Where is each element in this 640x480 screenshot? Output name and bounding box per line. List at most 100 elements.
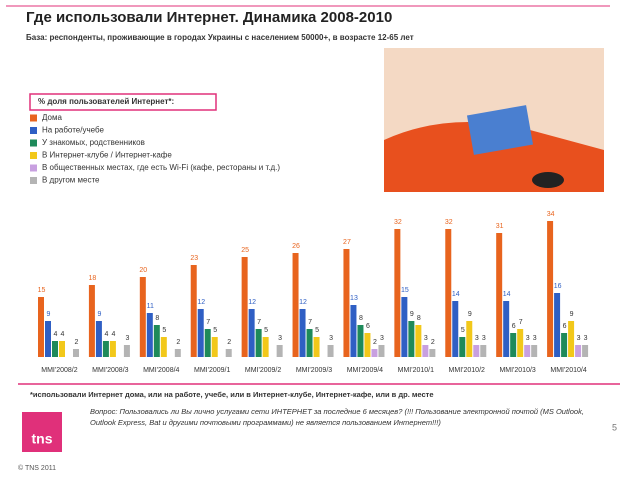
bar bbox=[95, 321, 102, 357]
bar bbox=[160, 337, 167, 357]
value-label: 4 bbox=[54, 331, 58, 338]
bar bbox=[445, 229, 452, 357]
value-label: 12 bbox=[248, 299, 256, 306]
bar bbox=[197, 309, 204, 357]
bar bbox=[364, 333, 371, 357]
bar bbox=[357, 325, 364, 357]
value-label: 3 bbox=[584, 335, 588, 342]
value-label: 7 bbox=[519, 319, 523, 326]
legend-swatch bbox=[30, 114, 37, 122]
value-label: 32 bbox=[394, 219, 402, 226]
bar bbox=[204, 329, 211, 357]
value-label: 3 bbox=[475, 335, 479, 342]
bar bbox=[480, 345, 487, 357]
x-tick-label: MMI'2009/1 bbox=[194, 367, 230, 374]
value-label: 6 bbox=[563, 323, 567, 330]
bar bbox=[496, 233, 503, 357]
subtitle: База: респонденты, проживающие в городах… bbox=[26, 33, 414, 42]
bar bbox=[554, 293, 561, 357]
bar bbox=[299, 309, 306, 357]
bar bbox=[190, 265, 197, 357]
value-label: 9 bbox=[47, 311, 51, 318]
value-label: 14 bbox=[503, 291, 511, 298]
bar bbox=[139, 277, 146, 357]
value-label: 2 bbox=[227, 339, 231, 346]
legend-label: Дома bbox=[42, 113, 62, 122]
value-label: 7 bbox=[206, 319, 210, 326]
value-label: 6 bbox=[512, 323, 516, 330]
x-tick-label: MMI'2010/2 bbox=[449, 367, 485, 374]
bar bbox=[109, 341, 116, 357]
value-label: 14 bbox=[452, 291, 460, 298]
value-label: 5 bbox=[162, 327, 166, 334]
value-label: 3 bbox=[125, 335, 129, 342]
bar bbox=[561, 333, 568, 357]
bar bbox=[102, 341, 109, 357]
x-tick-label: MMI'2009/3 bbox=[296, 367, 332, 374]
bar bbox=[510, 333, 517, 357]
value-label: 5 bbox=[315, 327, 319, 334]
bar bbox=[575, 345, 582, 357]
value-label: 26 bbox=[292, 243, 300, 250]
bar bbox=[422, 345, 429, 357]
value-label: 18 bbox=[89, 275, 97, 282]
value-label: 3 bbox=[380, 335, 384, 342]
value-label: 15 bbox=[38, 287, 46, 294]
logo-box bbox=[22, 412, 62, 452]
value-label: 9 bbox=[410, 311, 414, 318]
bar bbox=[225, 349, 232, 357]
bar bbox=[473, 345, 480, 357]
value-label: 5 bbox=[461, 327, 465, 334]
bar bbox=[401, 297, 408, 357]
bar bbox=[211, 337, 218, 357]
value-label: 6 bbox=[366, 323, 370, 330]
bar bbox=[517, 329, 524, 357]
value-label: 23 bbox=[190, 255, 198, 262]
value-label: 4 bbox=[61, 331, 65, 338]
bar bbox=[59, 341, 65, 357]
bar bbox=[262, 337, 269, 357]
bar bbox=[306, 329, 313, 357]
value-label: 3 bbox=[424, 335, 428, 342]
bar bbox=[343, 249, 350, 357]
bar bbox=[248, 309, 255, 357]
bar bbox=[408, 321, 415, 357]
value-label: 3 bbox=[577, 335, 581, 342]
copyright: © TNS 2011 bbox=[18, 464, 56, 472]
value-label: 3 bbox=[329, 335, 333, 342]
bar bbox=[313, 337, 320, 357]
legend-swatch bbox=[30, 164, 37, 172]
bar bbox=[531, 345, 538, 357]
legend-label: В общественных местах, где есть Wi-Fi (к… bbox=[42, 163, 280, 172]
value-label: 34 bbox=[547, 211, 555, 218]
bar bbox=[146, 313, 153, 357]
bar bbox=[123, 345, 130, 357]
bar bbox=[38, 297, 44, 357]
bar bbox=[394, 229, 401, 357]
value-label: 2 bbox=[176, 339, 180, 346]
bar bbox=[503, 301, 510, 357]
bar bbox=[174, 349, 181, 357]
value-label: 9 bbox=[468, 311, 472, 318]
value-label: 5 bbox=[213, 327, 217, 334]
bar bbox=[52, 341, 58, 357]
legend-swatch bbox=[30, 177, 37, 184]
footnote: *использовали Интернет дома, или на рабо… bbox=[30, 390, 434, 399]
bar bbox=[241, 257, 248, 357]
value-label: 3 bbox=[526, 335, 530, 342]
value-label: 16 bbox=[554, 283, 562, 290]
value-label: 8 bbox=[155, 315, 159, 322]
bar bbox=[350, 305, 357, 357]
value-label: 3 bbox=[482, 335, 486, 342]
value-label: 9 bbox=[570, 311, 574, 318]
x-tick-label: MMI'2009/4 bbox=[347, 367, 383, 374]
bar bbox=[378, 345, 385, 357]
value-label: 20 bbox=[139, 267, 147, 274]
legend-label: В другом месте bbox=[42, 176, 100, 185]
value-label: 31 bbox=[496, 223, 504, 230]
legend-swatch bbox=[30, 152, 37, 159]
legend-label: На работе/учебе bbox=[42, 126, 104, 135]
value-label: 12 bbox=[299, 299, 307, 306]
